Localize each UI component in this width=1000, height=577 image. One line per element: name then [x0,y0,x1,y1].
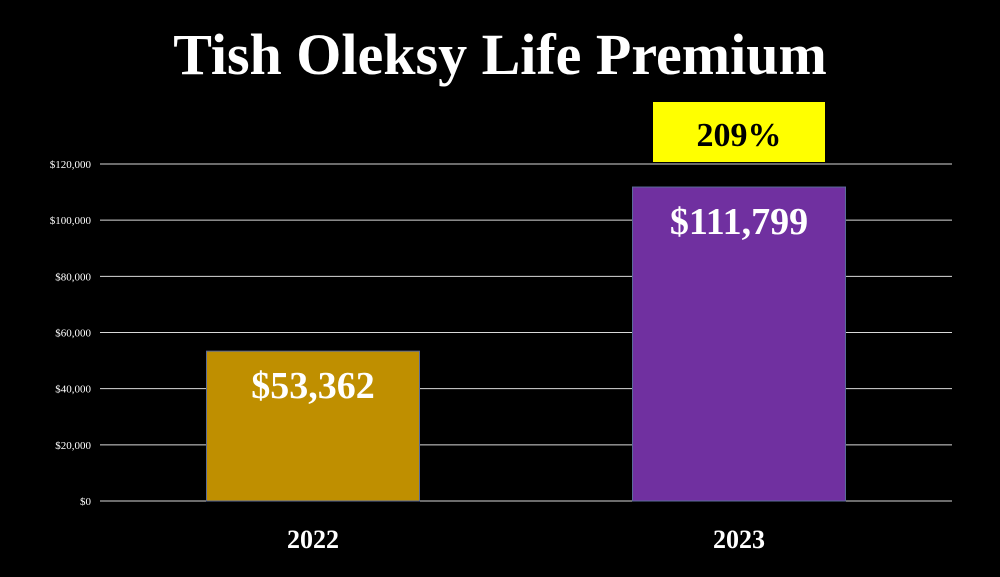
data-label-2022: $53,362 [251,365,375,407]
y-tick-label: $20,000 [55,440,91,452]
growth-callout-text: 209% [697,117,782,154]
y-tick-label: $0 [80,496,92,508]
bar-2023 [632,186,846,502]
y-tick-label: $40,000 [55,384,91,396]
y-tick-label: $80,000 [55,271,91,283]
data-label-2023: $111,799 [670,201,808,243]
x-tick-label: 2022 [287,525,339,554]
chart-title: Tish Oleksy Life Premium [173,22,827,87]
x-tick-label: 2023 [713,525,765,554]
y-tick-label: $60,000 [55,328,91,340]
y-tick-label: $120,000 [50,159,92,171]
y-tick-label: $100,000 [50,215,92,227]
bar-2022 [206,350,420,502]
growth-callout-box [653,102,825,162]
